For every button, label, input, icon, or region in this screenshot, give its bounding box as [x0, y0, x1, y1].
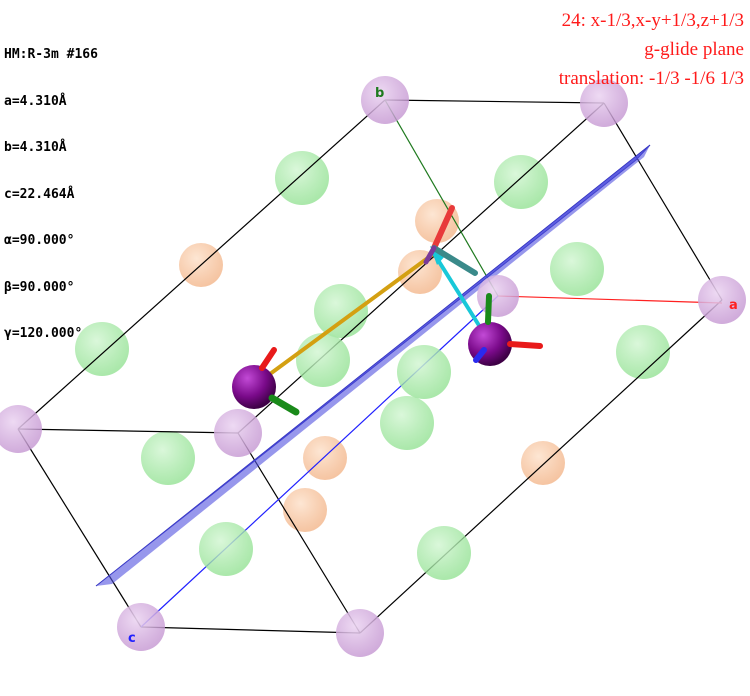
corner-atoms [0, 76, 746, 657]
local-axis-red [259, 347, 277, 371]
corner-atom[interactable] [0, 405, 42, 453]
symmetry-operation-text: 24: x-1/3,x-y+1/3,z+1/3 [561, 10, 744, 31]
green-atom[interactable] [417, 526, 471, 580]
local-axis-green [268, 394, 300, 416]
green-atom[interactable] [494, 155, 548, 209]
cell-c-label: c=22.464Å [4, 186, 75, 202]
translation-vector [253, 250, 438, 387]
cell-b-label: b=4.310Å [4, 140, 67, 155]
space-group-label: HM:R-3m #166 [4, 47, 98, 62]
green-atom[interactable] [199, 522, 253, 576]
corner-atom[interactable] [336, 609, 384, 657]
green-atom[interactable] [380, 396, 434, 450]
translation-text: translation: -1/3 -1/6 1/3 [558, 68, 744, 89]
cell-info-panel: HM:R-3m #166 a=4.310Å b=4.310Å c=22.464Å… [4, 16, 98, 357]
b-axis-line [384, 99, 499, 297]
green-atom[interactable] [616, 325, 670, 379]
cell-alpha-label: α=90.000° [4, 233, 75, 248]
local-axis-green [485, 293, 492, 325]
symmetry-operation-panel: 24: x-1/3,x-y+1/3,z+1/3 g-glide plane tr… [559, 6, 744, 93]
corner-atom[interactable] [580, 79, 628, 127]
symmetry-element-text: g-glide plane [644, 39, 744, 60]
local-axis-red [431, 205, 455, 251]
green-atom[interactable] [296, 333, 350, 387]
marked-atom-right[interactable] [468, 293, 543, 366]
orange-atom[interactable] [398, 250, 442, 294]
corner-atom[interactable] [477, 275, 519, 317]
orange-atom[interactable] [283, 488, 327, 532]
green-atom[interactable] [75, 322, 129, 376]
corner-atom[interactable] [361, 76, 409, 124]
glide-plane-face [96, 145, 650, 586]
green-atom[interactable] [314, 284, 368, 338]
green-atom[interactable] [141, 431, 195, 485]
c-axis-label: c [128, 631, 136, 646]
local-axis-teal [431, 245, 478, 276]
corner-atom[interactable] [698, 276, 746, 324]
green-atom[interactable] [550, 242, 604, 296]
cell-a-label: a=4.310Å [4, 93, 67, 109]
unit-cell [17, 99, 723, 634]
glide-vector [431, 250, 487, 337]
marked-atom[interactable] [232, 365, 276, 409]
a-axis-line [497, 295, 723, 304]
green-atom[interactable] [397, 345, 451, 399]
local-axis-blue [473, 347, 487, 363]
green-atom[interactable] [275, 151, 329, 205]
cell-beta-label: β=90.000° [4, 279, 75, 295]
corner-atom[interactable] [214, 409, 262, 457]
b-axis-label: b [375, 86, 384, 101]
corner-atom[interactable] [117, 603, 165, 651]
local-axis-red [507, 341, 543, 349]
marked-atom-left[interactable] [232, 347, 300, 416]
a-axis-label: a [729, 298, 738, 313]
green-atoms-back [75, 151, 670, 485]
cell-gamma-label: γ=120.000° [4, 326, 83, 341]
local-axis-purple [423, 245, 437, 265]
